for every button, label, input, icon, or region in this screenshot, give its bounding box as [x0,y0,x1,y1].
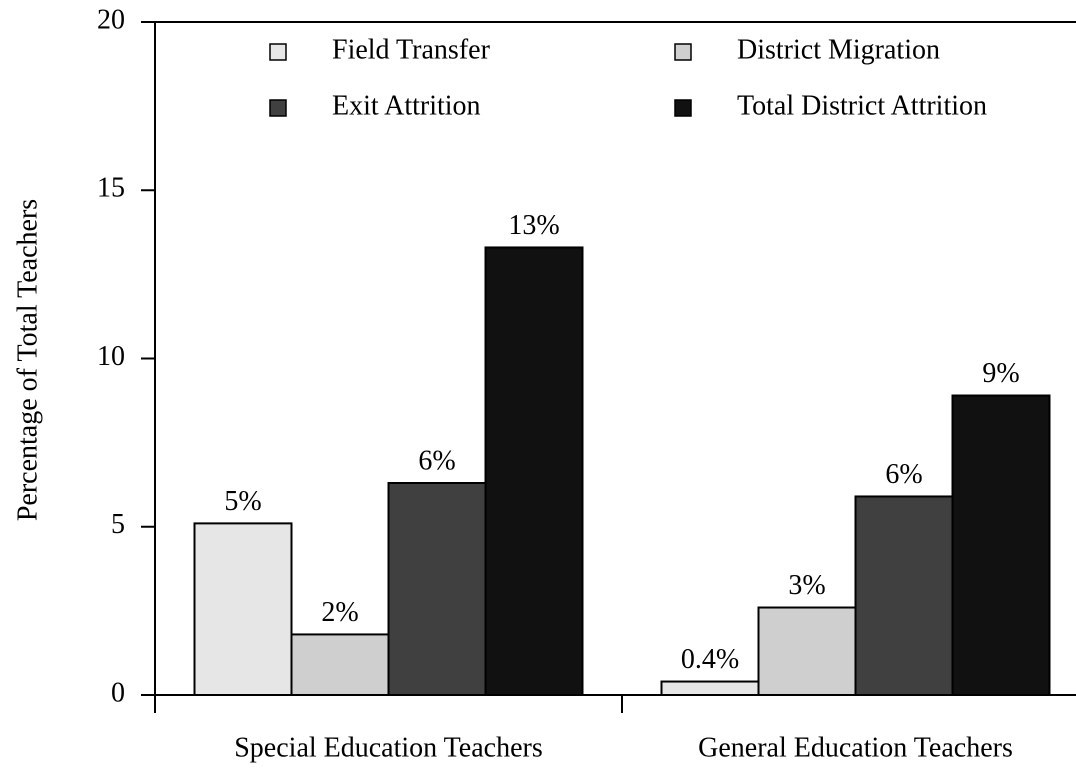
value-label: 13% [508,210,559,241]
legend-label: Exit Attrition [332,90,481,121]
y-axis-label: Percentage of Total Teachers [12,199,43,521]
legend-label: Field Transfer [332,34,491,65]
value-label: 3% [788,570,825,601]
y-tick-label: 0 [111,677,125,708]
legend-swatch [269,43,287,61]
x-tick-label: Special Education Teachers [234,732,543,763]
bar [854,495,954,696]
legend-swatch [674,43,692,61]
y-tick-label: 5 [111,509,125,540]
value-label: 2% [321,597,358,628]
y-tick-label: 15 [97,173,125,204]
bar [484,246,584,697]
bar [387,482,487,696]
bar [290,633,390,696]
legend-label: Total District Attrition [737,90,987,121]
value-label: 6% [418,445,455,476]
value-label: 6% [885,459,922,490]
value-label: 5% [224,486,261,517]
bar [193,522,293,697]
value-label: 0.4% [681,644,739,675]
value-label: 9% [982,358,1019,389]
legend-swatch [269,99,287,117]
x-tick-label: General Education Teachers [698,732,1013,763]
bar [660,680,760,696]
bar [951,394,1051,696]
bar [757,606,857,697]
y-tick-label: 10 [97,341,125,372]
legend-swatch [674,99,692,117]
legend-label: District Migration [737,34,940,65]
y-tick-label: 20 [97,4,125,35]
